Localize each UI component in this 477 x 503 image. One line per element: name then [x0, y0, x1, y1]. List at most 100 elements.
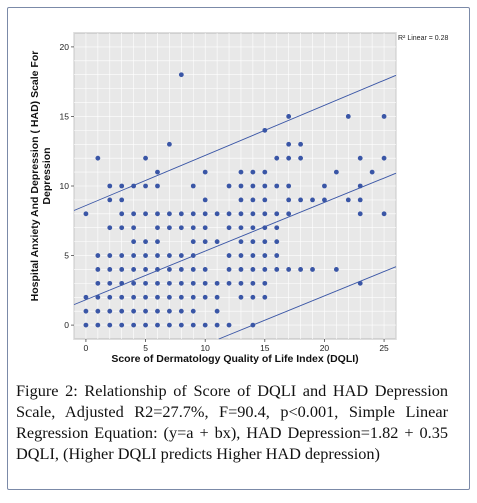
- data-point: [274, 211, 280, 217]
- data-point: [119, 294, 125, 300]
- data-point: [167, 294, 172, 300]
- data-point: [107, 197, 113, 203]
- data-point: [322, 197, 327, 203]
- data-point: [107, 294, 113, 300]
- caption-label: Figure 2:: [16, 381, 78, 400]
- data-point: [298, 197, 303, 203]
- data-point: [143, 294, 148, 300]
- data-point: [83, 322, 89, 328]
- data-point: [107, 308, 113, 314]
- data-point: [357, 155, 363, 161]
- data-point: [274, 155, 280, 161]
- data-point: [238, 183, 244, 189]
- data-point: [345, 114, 351, 119]
- data-point: [250, 322, 256, 328]
- data-point: [107, 322, 113, 328]
- data-point: [286, 114, 292, 119]
- data-point: [238, 267, 244, 272]
- data-point: [95, 308, 101, 314]
- data-point: [238, 253, 244, 258]
- data-point: [178, 267, 184, 272]
- y-tick-label: 15: [60, 111, 70, 121]
- data-point: [167, 267, 172, 272]
- data-point: [178, 308, 184, 314]
- data-point: [226, 183, 232, 189]
- data-point: [131, 225, 137, 231]
- data-point: [357, 197, 363, 203]
- data-point: [226, 267, 232, 272]
- data-point: [202, 280, 208, 286]
- data-point: [107, 183, 113, 189]
- data-point: [190, 294, 196, 300]
- data-point: [322, 183, 327, 189]
- data-point: [345, 197, 351, 203]
- data-point: [190, 211, 196, 217]
- data-point: [226, 211, 232, 217]
- data-point: [286, 211, 292, 217]
- data-point: [286, 267, 292, 272]
- data-point: [310, 197, 315, 203]
- data-point: [119, 322, 125, 328]
- data-point: [202, 294, 208, 300]
- data-point: [238, 280, 244, 286]
- data-point: [250, 211, 256, 217]
- y-tick-label: 5: [64, 251, 69, 261]
- data-point: [214, 308, 220, 314]
- data-point: [286, 141, 292, 147]
- data-point: [250, 280, 256, 286]
- data-point: [238, 169, 244, 175]
- data-point: [250, 294, 256, 300]
- data-point: [262, 239, 268, 245]
- grid-lines: [73, 32, 397, 340]
- data-point: [107, 253, 113, 258]
- data-point: [226, 225, 232, 231]
- data-point: [167, 253, 172, 258]
- data-point: [107, 280, 113, 286]
- data-point: [119, 183, 125, 189]
- data-point: [131, 239, 137, 245]
- x-tick-label: 10: [200, 343, 210, 353]
- data-point: [119, 267, 125, 272]
- data-point: [155, 169, 160, 175]
- data-point: [274, 253, 280, 258]
- data-point: [262, 183, 268, 189]
- data-point: [214, 239, 220, 245]
- data-point: [381, 114, 387, 119]
- data-point: [143, 253, 148, 258]
- data-point: [143, 280, 148, 286]
- data-point: [155, 322, 160, 328]
- data-point: [238, 225, 244, 231]
- axis-ticks: 0 5 10 15 20 25 0 5 10 15 20: [60, 42, 390, 353]
- data-point: [298, 155, 303, 161]
- x-axis-title: Score of Dermatology Quality of Life Ind…: [111, 353, 358, 365]
- data-point: [190, 225, 196, 231]
- data-point: [143, 308, 148, 314]
- fit-line: [73, 172, 397, 306]
- data-point: [155, 239, 160, 245]
- data-point: [250, 197, 256, 203]
- data-point: [357, 211, 363, 217]
- data-points: [83, 72, 387, 328]
- data-point: [131, 280, 137, 286]
- data-point: [333, 169, 339, 175]
- data-point: [95, 155, 101, 161]
- y-tick-label: 20: [60, 42, 70, 52]
- y-tick-label: 10: [60, 181, 70, 191]
- lower-confidence-line: [218, 266, 397, 340]
- data-point: [178, 294, 184, 300]
- data-point: [155, 225, 160, 231]
- data-point: [119, 308, 125, 314]
- data-point: [143, 267, 148, 272]
- data-point: [226, 253, 232, 258]
- data-point: [95, 253, 101, 258]
- data-point: [107, 267, 113, 272]
- data-point: [226, 322, 232, 328]
- data-point: [262, 225, 268, 231]
- data-point: [143, 322, 148, 328]
- data-point: [238, 294, 244, 300]
- data-point: [143, 183, 148, 189]
- data-point: [155, 280, 160, 286]
- data-point: [262, 169, 268, 175]
- data-point: [178, 211, 184, 217]
- data-point: [286, 197, 292, 203]
